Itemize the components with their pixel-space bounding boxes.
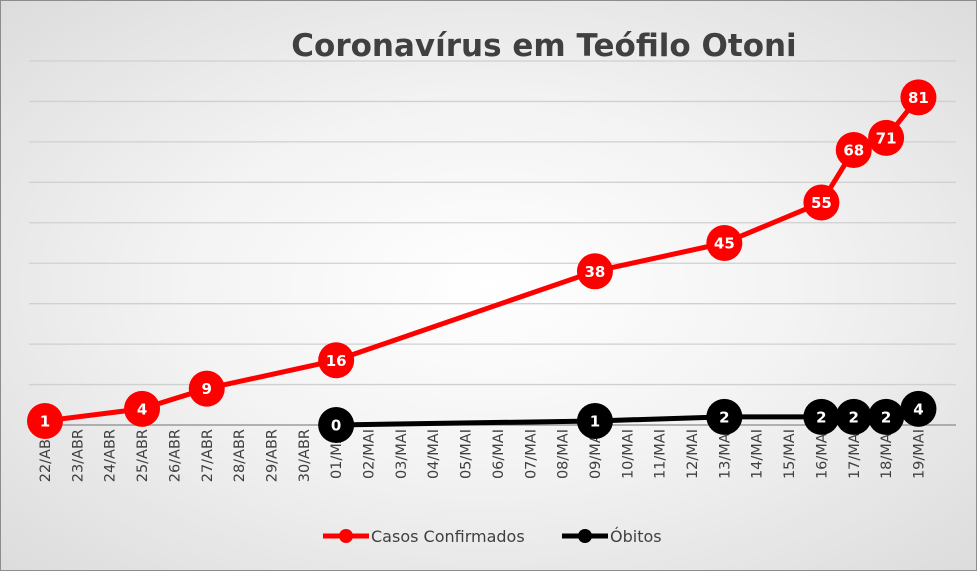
data-label: 0 — [331, 417, 341, 435]
x-tick-label: 16/MAI — [814, 429, 830, 479]
x-tick-label: 29/ABR — [264, 429, 280, 482]
x-tick-label: 12/MAI — [685, 429, 701, 479]
data-point — [706, 225, 743, 261]
x-tick-label: 26/ABR — [167, 429, 183, 482]
x-tick-label: 18/MAI — [879, 429, 895, 479]
x-tick-label: 17/MAI — [847, 429, 863, 479]
x-tick-label: 10/MAI — [620, 429, 636, 479]
legend-marker — [578, 529, 592, 543]
data-label: 9 — [202, 380, 212, 398]
data-point — [124, 390, 161, 427]
data-label: 45 — [714, 235, 735, 253]
data-point — [835, 398, 872, 435]
data-label: 68 — [843, 141, 864, 159]
data-point — [835, 131, 872, 168]
x-tick-label: 14/MAI — [750, 429, 766, 479]
x-tick-label: 23/ABR — [70, 429, 86, 482]
legend-label: Óbitos — [610, 527, 662, 546]
x-tick-label: 03/MAI — [394, 429, 410, 479]
data-label: 4 — [137, 400, 147, 418]
data-label: 2 — [849, 408, 859, 426]
data-point — [803, 184, 840, 221]
x-tick-label: 30/ABR — [297, 429, 313, 482]
chart-title: Coronavírus em Teófilo Otoni — [291, 28, 796, 64]
data-label: 81 — [908, 89, 929, 107]
x-tick-label: 22/ABR — [38, 429, 54, 482]
legend-marker — [339, 529, 353, 543]
x-tick-label: 28/ABR — [232, 429, 248, 482]
data-label: 71 — [876, 129, 897, 147]
x-tick-label: 02/MAI — [362, 429, 378, 479]
x-tick-label: 27/ABR — [200, 429, 216, 482]
data-point — [868, 119, 905, 156]
data-point — [318, 342, 355, 379]
x-tick-label: 04/MAI — [426, 429, 442, 479]
gridlines — [29, 60, 956, 386]
data-label: 1 — [590, 412, 600, 430]
plot-series: 1 4 9 16 38 45 55 68 71 81 0 1 2 2 2 2 4 — [27, 79, 937, 443]
data-label: 1 — [40, 412, 50, 430]
data-point — [318, 407, 355, 443]
x-axis: 22/ABR 23/ABR 24/ABR 25/ABR 26/ABR 27/ABR 28/A… — [29, 424, 956, 482]
x-tick-label: 05/MAI — [459, 429, 475, 479]
x-tick-label: 06/MAI — [491, 429, 507, 479]
x-tick-label: 15/MAI — [782, 429, 798, 479]
legend: Casos Confirmados Óbitos — [323, 527, 662, 546]
data-point — [900, 390, 937, 427]
data-label: 2 — [881, 408, 891, 426]
x-tick-label: 11/MAI — [653, 429, 669, 479]
legend-label: Casos Confirmados — [371, 527, 525, 546]
data-point — [900, 79, 937, 116]
data-point — [803, 398, 840, 435]
data-point — [868, 398, 905, 435]
x-tick-label: 08/MAI — [556, 429, 572, 479]
x-tick-label: 25/ABR — [135, 429, 151, 482]
data-label: 2 — [719, 408, 729, 426]
data-label: 55 — [811, 194, 832, 212]
data-point — [576, 253, 613, 290]
x-tick-label: 09/MAI — [588, 429, 604, 479]
data-point — [576, 402, 613, 439]
data-label: 2 — [816, 408, 826, 426]
x-tick-label: 19/MAI — [911, 429, 927, 479]
data-point — [706, 398, 743, 435]
data-point — [188, 370, 225, 407]
series-line — [44, 95, 921, 424]
x-tick-label: 07/MAI — [523, 429, 539, 479]
x-tick-label: 24/ABR — [103, 429, 119, 482]
data-point — [27, 402, 63, 439]
data-label: 4 — [913, 400, 923, 418]
data-label: 16 — [326, 352, 347, 370]
x-tick-label: 13/MAI — [717, 429, 733, 479]
data-label: 38 — [585, 263, 606, 281]
